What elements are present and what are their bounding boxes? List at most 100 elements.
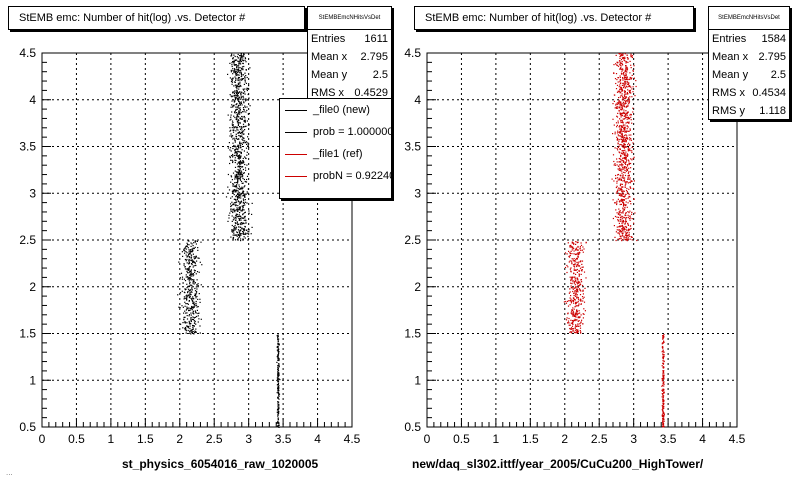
data-point (635, 85, 637, 88)
data-point (627, 214, 629, 216)
data-point (573, 315, 576, 317)
data-point (620, 144, 622, 146)
data-point (240, 234, 242, 236)
data-point (621, 89, 623, 91)
data-point (635, 80, 637, 82)
data-point (629, 238, 631, 240)
data-point (241, 205, 243, 207)
data-point (575, 302, 577, 305)
data-point (568, 250, 570, 252)
data-point (277, 380, 279, 383)
stat-value: 0.4534 (752, 87, 786, 99)
data-point (625, 100, 627, 102)
data-point (183, 263, 185, 265)
data-point (237, 175, 239, 177)
data-point (624, 56, 626, 58)
data-point (243, 115, 245, 118)
data-point (236, 88, 238, 90)
data-point (616, 64, 618, 67)
data-point (620, 62, 623, 64)
data-point (238, 231, 241, 233)
data-point (234, 209, 236, 211)
data-point (570, 250, 572, 252)
data-point (574, 294, 577, 296)
data-point (192, 312, 194, 314)
data-point (614, 107, 616, 109)
legend-entry-new: _file0 (new) (280, 99, 391, 121)
data-point (621, 152, 623, 154)
data-point (617, 62, 619, 64)
data-point (231, 111, 233, 113)
data-point (234, 139, 236, 141)
data-point (569, 304, 571, 306)
data-point (244, 57, 246, 59)
data-point (620, 179, 622, 181)
data-point (622, 193, 625, 195)
data-point (243, 194, 245, 196)
data-point (625, 74, 627, 76)
data-point (620, 125, 622, 127)
data-point (193, 325, 195, 327)
data-point (190, 274, 192, 277)
data-point (246, 120, 248, 122)
data-point (200, 284, 202, 286)
data-point (582, 246, 584, 248)
data-point (233, 229, 235, 231)
data-point (235, 181, 237, 184)
data-point (618, 90, 621, 92)
data-point (200, 241, 202, 243)
data-point (277, 419, 279, 421)
data-point (236, 95, 238, 97)
data-point (628, 212, 630, 214)
data-point (615, 202, 617, 204)
data-point (232, 231, 234, 233)
data-point (194, 246, 196, 248)
data-point (623, 140, 625, 143)
right-stat-rms-x: RMS x 0.4534 (709, 84, 789, 102)
data-point (575, 273, 577, 275)
data-point (235, 194, 237, 197)
data-point (244, 121, 246, 123)
x-tick-label: 2.5 (206, 432, 223, 446)
data-point (195, 273, 197, 275)
data-point (624, 81, 626, 83)
data-point (191, 284, 193, 286)
left-stat-rms-x: RMS x 0.4529 (308, 84, 391, 102)
data-point (613, 180, 615, 182)
data-point (242, 175, 244, 177)
data-point (192, 319, 195, 321)
data-point (617, 232, 619, 234)
data-point (663, 425, 665, 427)
data-point (198, 318, 200, 320)
data-point (662, 401, 664, 403)
data-point (579, 327, 582, 329)
data-point (236, 90, 238, 92)
data-point (193, 279, 195, 281)
data-point (240, 233, 242, 235)
data-point (630, 227, 632, 230)
data-point (276, 392, 278, 394)
data-point (227, 220, 229, 222)
data-point (245, 181, 247, 183)
data-point (231, 100, 233, 102)
data-point (186, 258, 188, 261)
data-point (574, 289, 576, 292)
data-point (241, 174, 244, 176)
data-point (627, 144, 629, 146)
data-point (622, 228, 624, 230)
data-point (624, 78, 626, 80)
data-point (231, 196, 233, 198)
data-point (277, 374, 279, 376)
data-point (577, 255, 579, 257)
data-point (276, 422, 278, 424)
data-point (239, 236, 241, 238)
data-point (276, 346, 278, 348)
data-point (573, 276, 575, 278)
data-point (244, 201, 247, 203)
data-point (238, 102, 241, 104)
data-point (627, 211, 629, 213)
data-point (233, 62, 235, 64)
data-point (620, 73, 623, 75)
data-point (634, 212, 636, 214)
data-point (242, 160, 244, 162)
